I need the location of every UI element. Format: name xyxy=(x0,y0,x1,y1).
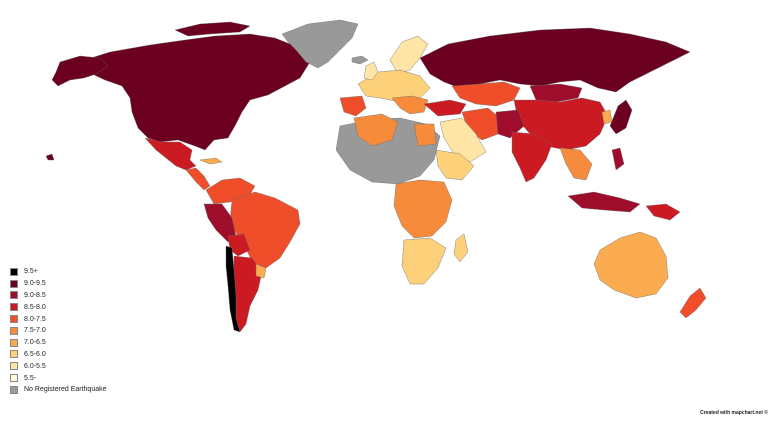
region-maghreb xyxy=(353,113,399,147)
region-central-america xyxy=(185,167,211,191)
legend-swatch xyxy=(10,291,18,300)
region-uk xyxy=(363,61,379,81)
region-iceland xyxy=(351,55,369,65)
region-australia xyxy=(593,231,669,299)
legend-item: 9.5+ xyxy=(10,266,107,278)
legend-label: 9.0-8.5 xyxy=(24,291,46,299)
region-turkey xyxy=(423,99,467,117)
region-hawaii xyxy=(45,153,55,161)
region-india xyxy=(511,131,553,183)
region-horn-of-africa xyxy=(435,149,475,181)
legend-label: 9.5+ xyxy=(24,268,38,276)
region-japan xyxy=(609,99,633,135)
region-central-africa xyxy=(393,179,453,239)
region-new-zealand xyxy=(679,287,707,319)
legend-item: No Registered Earthquake xyxy=(10,384,107,396)
region-russia xyxy=(419,27,691,93)
legend-label: 7.5-7.0 xyxy=(24,327,46,335)
legend-item: 6.0-5.5 xyxy=(10,360,107,372)
region-philippines xyxy=(611,147,625,171)
legend-item: 7.0-6.5 xyxy=(10,337,107,349)
legend-label: 7.0-6.5 xyxy=(24,339,46,347)
legend-swatch xyxy=(10,374,18,383)
region-alaska xyxy=(51,55,109,87)
region-arabia xyxy=(439,117,487,163)
legend-item: 5.5- xyxy=(10,372,107,384)
legend-label: 8.0-7.5 xyxy=(24,315,46,323)
region-central-asia xyxy=(451,81,521,107)
region-madagascar xyxy=(453,233,469,263)
region-papua xyxy=(645,203,681,221)
region-arctic-islands xyxy=(174,21,251,37)
region-mexico xyxy=(144,137,197,171)
legend-label: 5.5- xyxy=(24,374,37,382)
legend-label: 6.5-6.0 xyxy=(24,350,46,358)
legend-swatch xyxy=(10,279,18,288)
credit-text: Created with mapchart.net © xyxy=(700,410,768,416)
region-korea xyxy=(601,109,613,125)
region-pakistan xyxy=(495,109,525,139)
legend-item: 8.5-8.0 xyxy=(10,301,107,313)
region-greenland xyxy=(281,19,359,69)
legend-swatch xyxy=(10,267,18,276)
legend-swatch xyxy=(10,303,18,312)
legend-item: 7.5-7.0 xyxy=(10,325,107,337)
legend-swatch xyxy=(10,350,18,359)
region-chile xyxy=(225,245,241,333)
region-egypt xyxy=(413,123,437,147)
legend-item: 9.0-8.5 xyxy=(10,290,107,302)
legend-swatch xyxy=(10,362,18,371)
region-uruguay xyxy=(255,263,267,279)
region-caribbean xyxy=(199,157,223,165)
legend-label: 8.5-8.0 xyxy=(24,303,46,311)
region-southeast-asia xyxy=(559,147,593,181)
legend-swatch xyxy=(10,385,18,394)
legend-swatch xyxy=(10,338,18,347)
region-italy-balkans xyxy=(391,95,429,115)
region-indonesia xyxy=(567,191,641,213)
legend-swatch xyxy=(10,326,18,335)
region-southern-africa xyxy=(401,237,447,285)
legend-label: 6.0-5.5 xyxy=(24,362,46,370)
legend-item: 9.0-9.5 xyxy=(10,278,107,290)
region-north-america xyxy=(77,33,311,151)
region-western-europe xyxy=(357,69,431,103)
legend-item: 8.0-7.5 xyxy=(10,313,107,325)
legend: 9.5+ 9.0-9.5 9.0-8.5 8.5-8.0 8.0-7.5 7.5… xyxy=(10,266,107,396)
region-iberia xyxy=(339,95,367,117)
legend-label: No Registered Earthquake xyxy=(24,386,107,394)
legend-item: 6.5-6.0 xyxy=(10,349,107,361)
legend-swatch xyxy=(10,315,18,324)
legend-label: 9.0-9.5 xyxy=(24,280,46,288)
region-scandinavia xyxy=(389,35,429,75)
